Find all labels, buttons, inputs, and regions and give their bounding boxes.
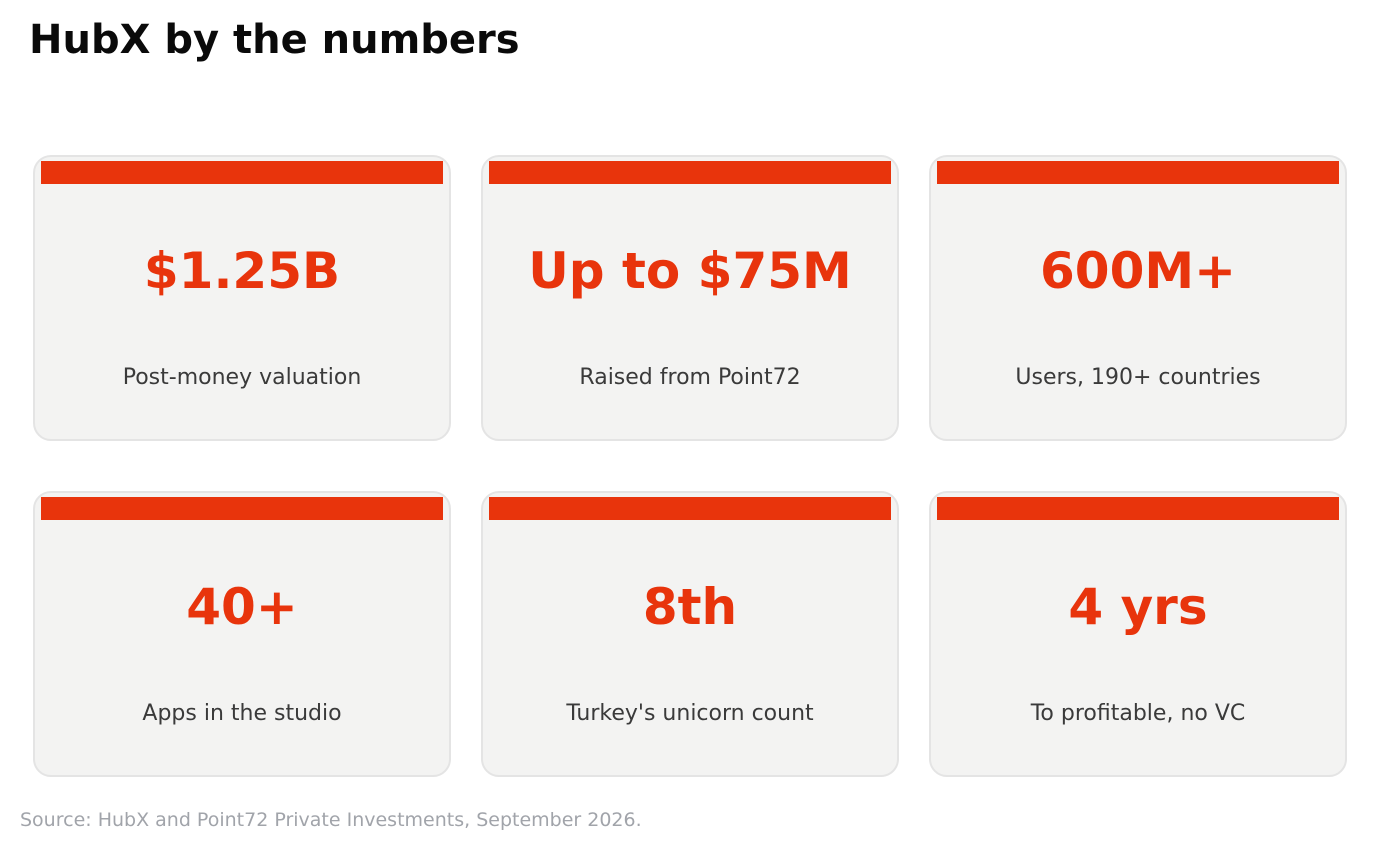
stat-card-valuation: $1.25B Post-money valuation bbox=[33, 155, 451, 441]
stat-card-raised: Up to $75M Raised from Point72 bbox=[481, 155, 899, 441]
stat-label: Turkey's unicorn count bbox=[566, 701, 814, 726]
stat-value: 600M+ bbox=[1039, 242, 1237, 300]
stat-card-users: 600M+ Users, 190+ countries bbox=[929, 155, 1347, 441]
card-accent-bar bbox=[489, 161, 891, 184]
source-note: Source: HubX and Point72 Private Investm… bbox=[20, 809, 642, 831]
card-accent-bar bbox=[41, 497, 443, 520]
stat-value: 8th bbox=[642, 578, 738, 636]
card-accent-bar bbox=[41, 161, 443, 184]
stat-card-unicorn-rank: 8th Turkey's unicorn count bbox=[481, 491, 899, 777]
card-accent-bar bbox=[937, 497, 1339, 520]
stat-label: To profitable, no VC bbox=[1030, 701, 1246, 726]
page-title: HubX by the numbers bbox=[29, 17, 520, 63]
stat-card-apps: 40+ Apps in the studio bbox=[33, 491, 451, 777]
card-accent-bar bbox=[937, 161, 1339, 184]
stat-card-profitability: 4 yrs To profitable, no VC bbox=[929, 491, 1347, 777]
card-accent-bar bbox=[489, 497, 891, 520]
stat-value: $1.25B bbox=[143, 242, 341, 300]
stat-value: Up to $75M bbox=[528, 242, 852, 300]
stat-label: Apps in the studio bbox=[142, 701, 342, 726]
stat-value: 40+ bbox=[186, 578, 298, 636]
stat-label: Users, 190+ countries bbox=[1015, 365, 1261, 390]
stat-label: Post-money valuation bbox=[122, 365, 362, 390]
stat-label: Raised from Point72 bbox=[579, 365, 801, 390]
stat-value: 4 yrs bbox=[1068, 578, 1208, 636]
